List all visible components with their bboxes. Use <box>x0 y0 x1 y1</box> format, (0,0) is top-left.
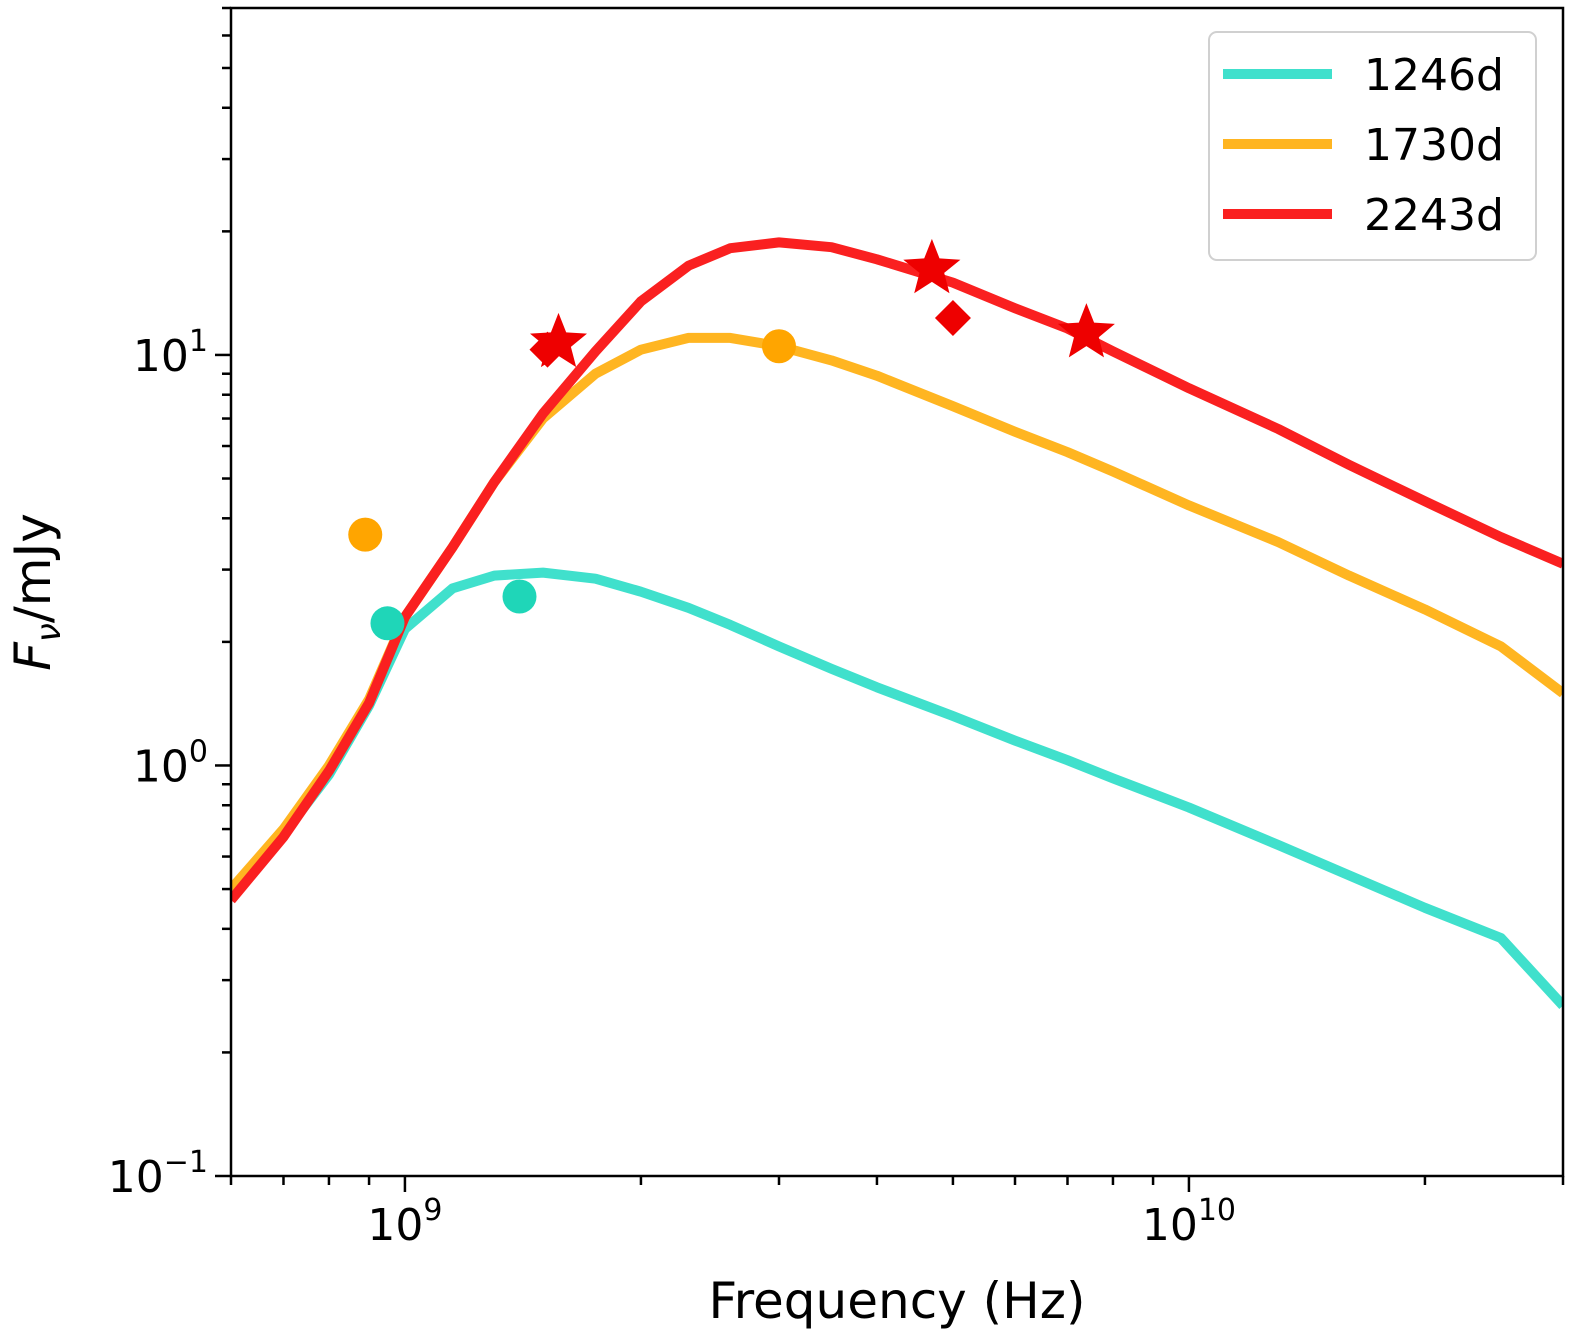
y-axis-label-sub: ν <box>29 623 69 642</box>
y-tick-label: 10−1 <box>108 1145 208 1203</box>
series-line-1730d <box>231 332 1563 893</box>
observation-star-2243d <box>530 312 587 368</box>
legend-label-2243d: 2243d <box>1364 190 1504 241</box>
y-axis-label-unit: /mJy <box>4 513 62 623</box>
observation-circle-1246d <box>370 606 405 641</box>
series-line-2243d <box>231 237 1563 904</box>
observation-markers <box>348 238 1115 641</box>
y-axis-label-main: F <box>4 641 62 671</box>
observation-star-2243d <box>903 238 961 294</box>
series-line-1246d <box>231 567 1563 1009</box>
observation-diamond-2243d <box>529 331 566 368</box>
series-lines <box>231 237 1563 1009</box>
x-tick-label: 109 <box>367 1193 442 1251</box>
plot-area-frame <box>229 6 1565 1178</box>
x-axis-label: Frequency (Hz) <box>708 1272 1085 1330</box>
legend-label-1246d: 1246d <box>1364 50 1504 101</box>
y-axis-label: Fν/mJy <box>4 513 69 671</box>
observation-circle-1246d <box>502 579 537 614</box>
observation-circle-1730d <box>761 329 796 364</box>
x-tick-label: 1010 <box>1142 1193 1236 1251</box>
y-tick-label: 100 <box>133 734 208 792</box>
legend-label-1730d: 1730d <box>1364 120 1504 171</box>
legend: 1246d 1730d 2243d <box>1208 31 1537 261</box>
legend-box <box>1208 31 1537 261</box>
observation-circle-1730d <box>348 517 383 552</box>
y-tick-label: 101 <box>133 324 208 382</box>
observation-diamond-2243d <box>934 300 971 337</box>
observation-star-2243d <box>1057 303 1115 358</box>
axis-ticks: 109 1010 10−1 100 101 <box>108 6 1565 1251</box>
